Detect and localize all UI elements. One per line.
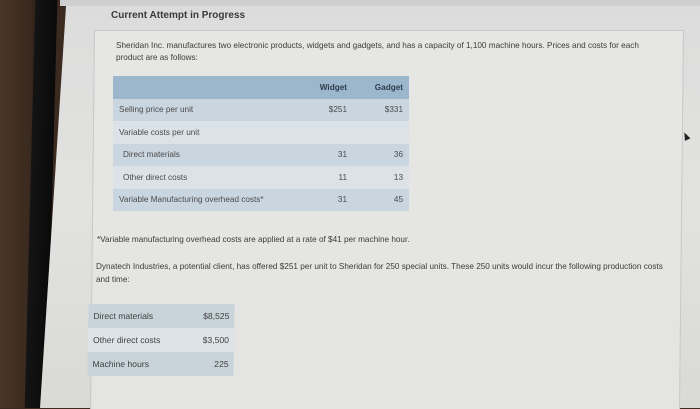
table-row: Direct materials 31 36 (113, 143, 409, 166)
widget-value: 31 (297, 143, 353, 166)
row-label: Selling price per unit (113, 98, 297, 121)
row-label: Other direct costs (113, 166, 297, 189)
row-value: 225 (186, 352, 234, 376)
header-blank (113, 76, 297, 99)
special-offer-text: Dynatech Industries, a potential client,… (96, 262, 663, 284)
row-label: Variable costs per unit (113, 121, 297, 144)
table-row: Other direct costs 11 13 (113, 166, 409, 189)
gadget-value: 13 (353, 166, 409, 189)
gadget-value: $331 (353, 98, 409, 121)
special-order-table: Direct materials $8,525 Other direct cos… (87, 304, 235, 376)
row-label: Variable Manufacturing overhead costs* (113, 188, 297, 211)
price-cost-table: Widget Gadget Selling price per unit $25… (113, 76, 409, 211)
top-strip (60, 0, 700, 6)
widget-value (297, 121, 353, 144)
row-label: Direct materials (88, 304, 188, 328)
table-row: Direct materials $8,525 (88, 304, 235, 328)
row-value: $3,500 (187, 328, 235, 352)
row-label: Direct materials (113, 143, 297, 166)
table-row: Selling price per unit $251 $331 (113, 98, 409, 121)
table-header-row: Widget Gadget (113, 76, 409, 99)
gadget-value: 36 (353, 143, 409, 166)
header-widget: Widget (297, 76, 353, 99)
row-label: Other direct costs (87, 328, 188, 352)
gadget-value: 45 (353, 188, 409, 211)
table-row: Other direct costs $3,500 (87, 328, 235, 352)
widget-value: 11 (297, 166, 353, 189)
gadget-value (353, 121, 409, 144)
header-gadget: Gadget (353, 76, 409, 99)
table-row: Machine hours 225 (87, 352, 234, 376)
table-row: Variable costs per unit (113, 121, 409, 144)
widget-value: 31 (297, 188, 353, 211)
intro-text: manufactures two electronic products, wi… (116, 41, 639, 62)
row-label: Machine hours (87, 352, 188, 376)
company-name: Sheridan Inc. (116, 41, 165, 50)
table-row: Variable Manufacturing overhead costs* 3… (113, 188, 409, 211)
row-value: $8,525 (187, 304, 235, 328)
widget-value: $251 (297, 98, 353, 121)
overhead-footnote: *Variable manufacturing overhead costs a… (97, 235, 410, 244)
section-title: Current Attempt in Progress (111, 10, 246, 21)
problem-intro: Sheridan Inc. manufactures two electroni… (116, 40, 661, 64)
